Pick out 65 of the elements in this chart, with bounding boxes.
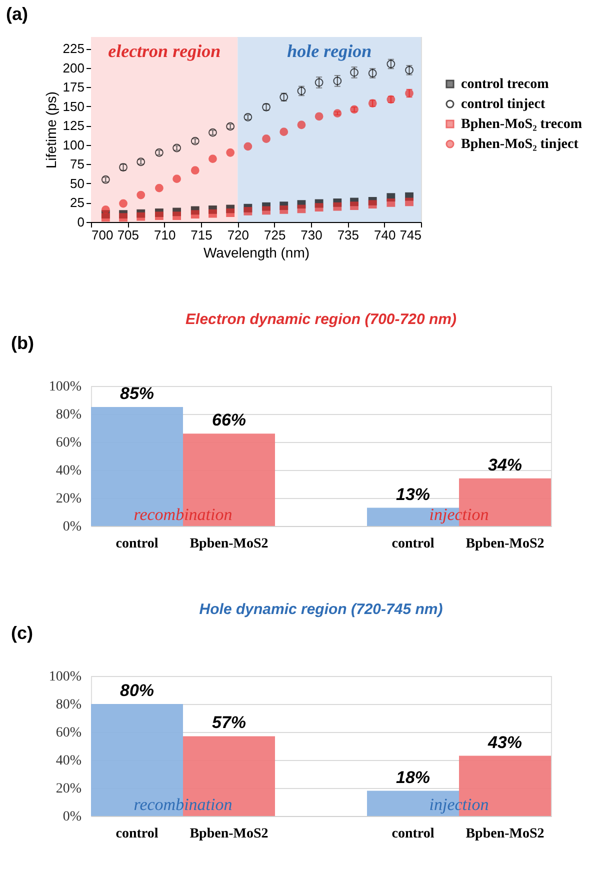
y-axis-title: Lifetime (ps) (42, 91, 59, 169)
text: (b) (11, 333, 34, 353)
y-tick-label: 60% (56, 726, 82, 740)
y-tick-label: 225 (62, 41, 84, 56)
text: (a) (6, 4, 28, 24)
y-tick-label: 125 (62, 118, 84, 134)
y-tick-label: 175 (62, 80, 84, 95)
x-tick-label: control (116, 536, 158, 552)
x-axis-title: Wavelength (nm) (203, 244, 310, 260)
x-tick-label: 700 (92, 228, 114, 242)
x-tick-label: 745 (400, 228, 422, 242)
band-label: electron region (108, 41, 221, 61)
x-tick-label: control (116, 826, 158, 842)
x-tick-label: Bpben-MoS2 (190, 536, 268, 552)
y-tick-label: 0% (62, 520, 82, 534)
y-tick-label: 60% (56, 436, 82, 450)
x-tick-label: control (392, 826, 434, 842)
data-label: 43% (486, 732, 522, 752)
x-tick-label: 735 (337, 228, 360, 242)
band-label: hole region (287, 41, 372, 61)
y-tick-label: 80% (56, 698, 82, 712)
y-tick-label: 40% (56, 754, 82, 768)
data-label: 85% (120, 384, 154, 403)
x-tick-label: 725 (264, 228, 286, 242)
legend-label: control tinject (461, 97, 546, 112)
x-tick-label: 720 (227, 228, 250, 242)
data-label: 13% (396, 484, 430, 504)
y-tick-label: 50 (70, 176, 84, 191)
x-tick-label: Bpben-MoS2 (466, 826, 544, 842)
y-tick-label: 20% (56, 492, 82, 506)
y-tick-label: 100% (48, 380, 82, 394)
text: (c) (11, 623, 34, 643)
y-tick-label: 40% (56, 464, 82, 478)
y-tick-label: 0 (77, 214, 84, 230)
annotation: recombination (134, 505, 232, 524)
y-tick-label: 200 (62, 60, 84, 76)
x-tick-label: Bpben-MoS2 (466, 536, 544, 552)
x-tick-label: Bpben-MoS2 (190, 826, 268, 842)
data-label: 57% (212, 713, 246, 732)
annotation: injection (429, 505, 489, 524)
data-label: 66% (212, 410, 246, 430)
y-tick-label: 100% (48, 670, 82, 684)
annotation: injection (429, 795, 489, 814)
y-tick-label: 25 (70, 195, 84, 210)
legend-label: Bphen-MoS₂ tinject (461, 137, 579, 152)
x-tick-label: 705 (117, 228, 140, 242)
y-tick-label: 20% (56, 782, 82, 796)
x-tick-label: 730 (300, 228, 322, 242)
data-label: 80% (120, 681, 154, 700)
chart-title: Hole dynamic region (720-745 nm) (199, 601, 443, 618)
x-tick-label: control (392, 536, 434, 552)
chart-title: Electron dynamic region (700-720 nm) (186, 311, 456, 328)
x-tick-label: 740 (374, 228, 396, 242)
data-label: 18% (396, 768, 430, 787)
annotation: recombination (134, 795, 232, 814)
y-tick-label: 75 (70, 156, 84, 172)
y-tick-label: 100 (62, 137, 84, 152)
legend-label: control trecom (461, 77, 550, 92)
y-tick-label: 150 (62, 98, 84, 114)
x-tick-label: 715 (190, 228, 212, 242)
y-tick-label: 80% (56, 408, 82, 422)
data-label: 34% (488, 455, 522, 474)
y-tick-label: 0% (62, 810, 82, 824)
x-tick-label: 710 (154, 228, 176, 242)
legend-label: Bphen-MoS₂ trecom (461, 117, 582, 132)
